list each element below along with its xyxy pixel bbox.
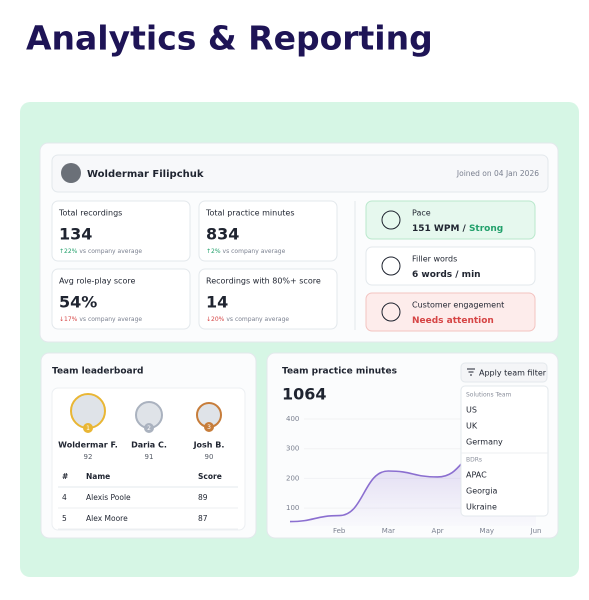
filter-button-label: Apply team filter — [479, 369, 547, 378]
stat-value: 14 — [206, 293, 228, 312]
practice-total: 1064 — [282, 385, 327, 404]
podium-name: Josh B. — [193, 441, 225, 450]
group-name: BDRs — [466, 457, 482, 464]
table-cell: Alexis Poole — [86, 493, 131, 502]
podium-score: 92 — [84, 453, 93, 461]
stat-note: vs company average — [223, 248, 286, 255]
table-cell: 87 — [198, 514, 208, 523]
metric-icon — [381, 256, 401, 276]
avatar — [61, 163, 81, 183]
rank-badge — [83, 423, 93, 433]
table-cell: 89 — [198, 493, 208, 502]
x-tick-label: May — [480, 527, 494, 535]
y-tick-label: 300 — [286, 445, 299, 453]
stat-value: 54% — [59, 293, 97, 312]
stat-value: 134 — [59, 225, 92, 244]
stat-value: 834 — [206, 225, 239, 244]
filter-option[interactable]: US — [466, 406, 477, 415]
table-cell: 5 — [62, 514, 67, 523]
table-header: Name — [86, 472, 110, 481]
table-header: # — [62, 472, 68, 481]
rank-badge — [144, 423, 154, 433]
metric-status: Strong — [469, 224, 503, 234]
stat-delta: ↓17% — [59, 316, 78, 323]
dropdown — [460, 385, 549, 517]
podium-avatar — [70, 393, 106, 429]
rank-badge — [204, 422, 214, 432]
stat-note: vs company average — [79, 248, 142, 255]
metric-label: Customer engagement — [412, 301, 504, 310]
practice-title: Team practice minutes — [282, 367, 397, 377]
page-title: Analytics & Reporting — [26, 19, 433, 58]
filter-option[interactable]: Ukraine — [466, 503, 497, 512]
stat-delta: ↑22% — [59, 248, 78, 255]
stat-note: vs company average — [79, 316, 142, 323]
stat-card — [51, 268, 191, 330]
metric-value-text: 6 words / min — [412, 270, 481, 280]
stat-label: Recordings with 80%+ score — [206, 277, 321, 286]
x-tick-label: Mar — [382, 527, 395, 535]
x-tick-label: Apr — [432, 527, 444, 535]
metric-card — [365, 292, 536, 332]
metric-value: 151 WPM / Strong — [412, 224, 503, 234]
stat-delta-line: ↑22% vs company average — [59, 248, 142, 255]
stat-card — [51, 200, 191, 262]
stat-delta-line: ↓20% vs company average — [206, 316, 289, 323]
x-tick-label: Jun — [530, 527, 542, 535]
table-cell: 4 — [62, 493, 67, 502]
podium-name: Woldermar F. — [58, 441, 118, 450]
filter-option[interactable]: Germany — [466, 438, 503, 447]
metric-icon — [381, 302, 401, 322]
stat-label: Total practice minutes — [205, 209, 295, 218]
metric-card — [365, 246, 536, 286]
filter-option[interactable]: UK — [466, 422, 478, 431]
filter-button[interactable] — [460, 362, 548, 383]
joined-date: Joined on 04 Jan 2026 — [456, 169, 539, 178]
table-header: Score — [198, 472, 222, 481]
stat-delta: ↑2% — [206, 248, 221, 255]
metric-value-text: Needs attention — [412, 316, 494, 326]
stat-card — [198, 268, 338, 330]
y-tick-label: 200 — [286, 474, 299, 482]
rank-number: 2 — [147, 425, 151, 432]
rank-number: 1 — [86, 425, 90, 432]
podium-score: 91 — [145, 453, 154, 461]
y-tick-label: 100 — [286, 504, 299, 512]
table-cell: Alex Moore — [86, 514, 128, 523]
podium-name: Daria C. — [131, 441, 167, 450]
stat-label: Avg role-play score — [59, 277, 135, 286]
profile-name: Woldermar Filipchuk — [87, 169, 204, 180]
metric-value: Needs attention — [412, 316, 494, 326]
rank-number: 3 — [207, 424, 211, 431]
x-tick-label: Feb — [333, 527, 346, 535]
stat-card — [198, 200, 338, 262]
y-tick-label: 400 — [286, 415, 299, 423]
metric-value: 6 words / min — [412, 270, 481, 280]
podium-score: 90 — [205, 453, 214, 461]
metric-value-text: 151 WPM / — [412, 224, 469, 234]
group-name: Solutions Team — [466, 392, 511, 399]
metric-label: Pace — [412, 209, 431, 218]
filter-option[interactable]: APAC — [466, 471, 487, 480]
filter-icon — [467, 368, 475, 376]
filter-option[interactable]: Georgia — [466, 487, 497, 496]
leaderboard-title: Team leaderboard — [52, 367, 143, 377]
stat-label: Total recordings — [58, 209, 122, 218]
stat-note: vs company average — [226, 316, 289, 323]
metric-icon — [381, 210, 401, 230]
metric-card — [365, 200, 536, 240]
profile-bar — [51, 154, 549, 193]
stat-delta-line: ↓17% vs company average — [59, 316, 142, 323]
metric-label: Filler words — [412, 255, 457, 264]
stat-delta: ↓20% — [206, 316, 225, 323]
stat-delta-line: ↑2% vs company average — [206, 248, 286, 255]
